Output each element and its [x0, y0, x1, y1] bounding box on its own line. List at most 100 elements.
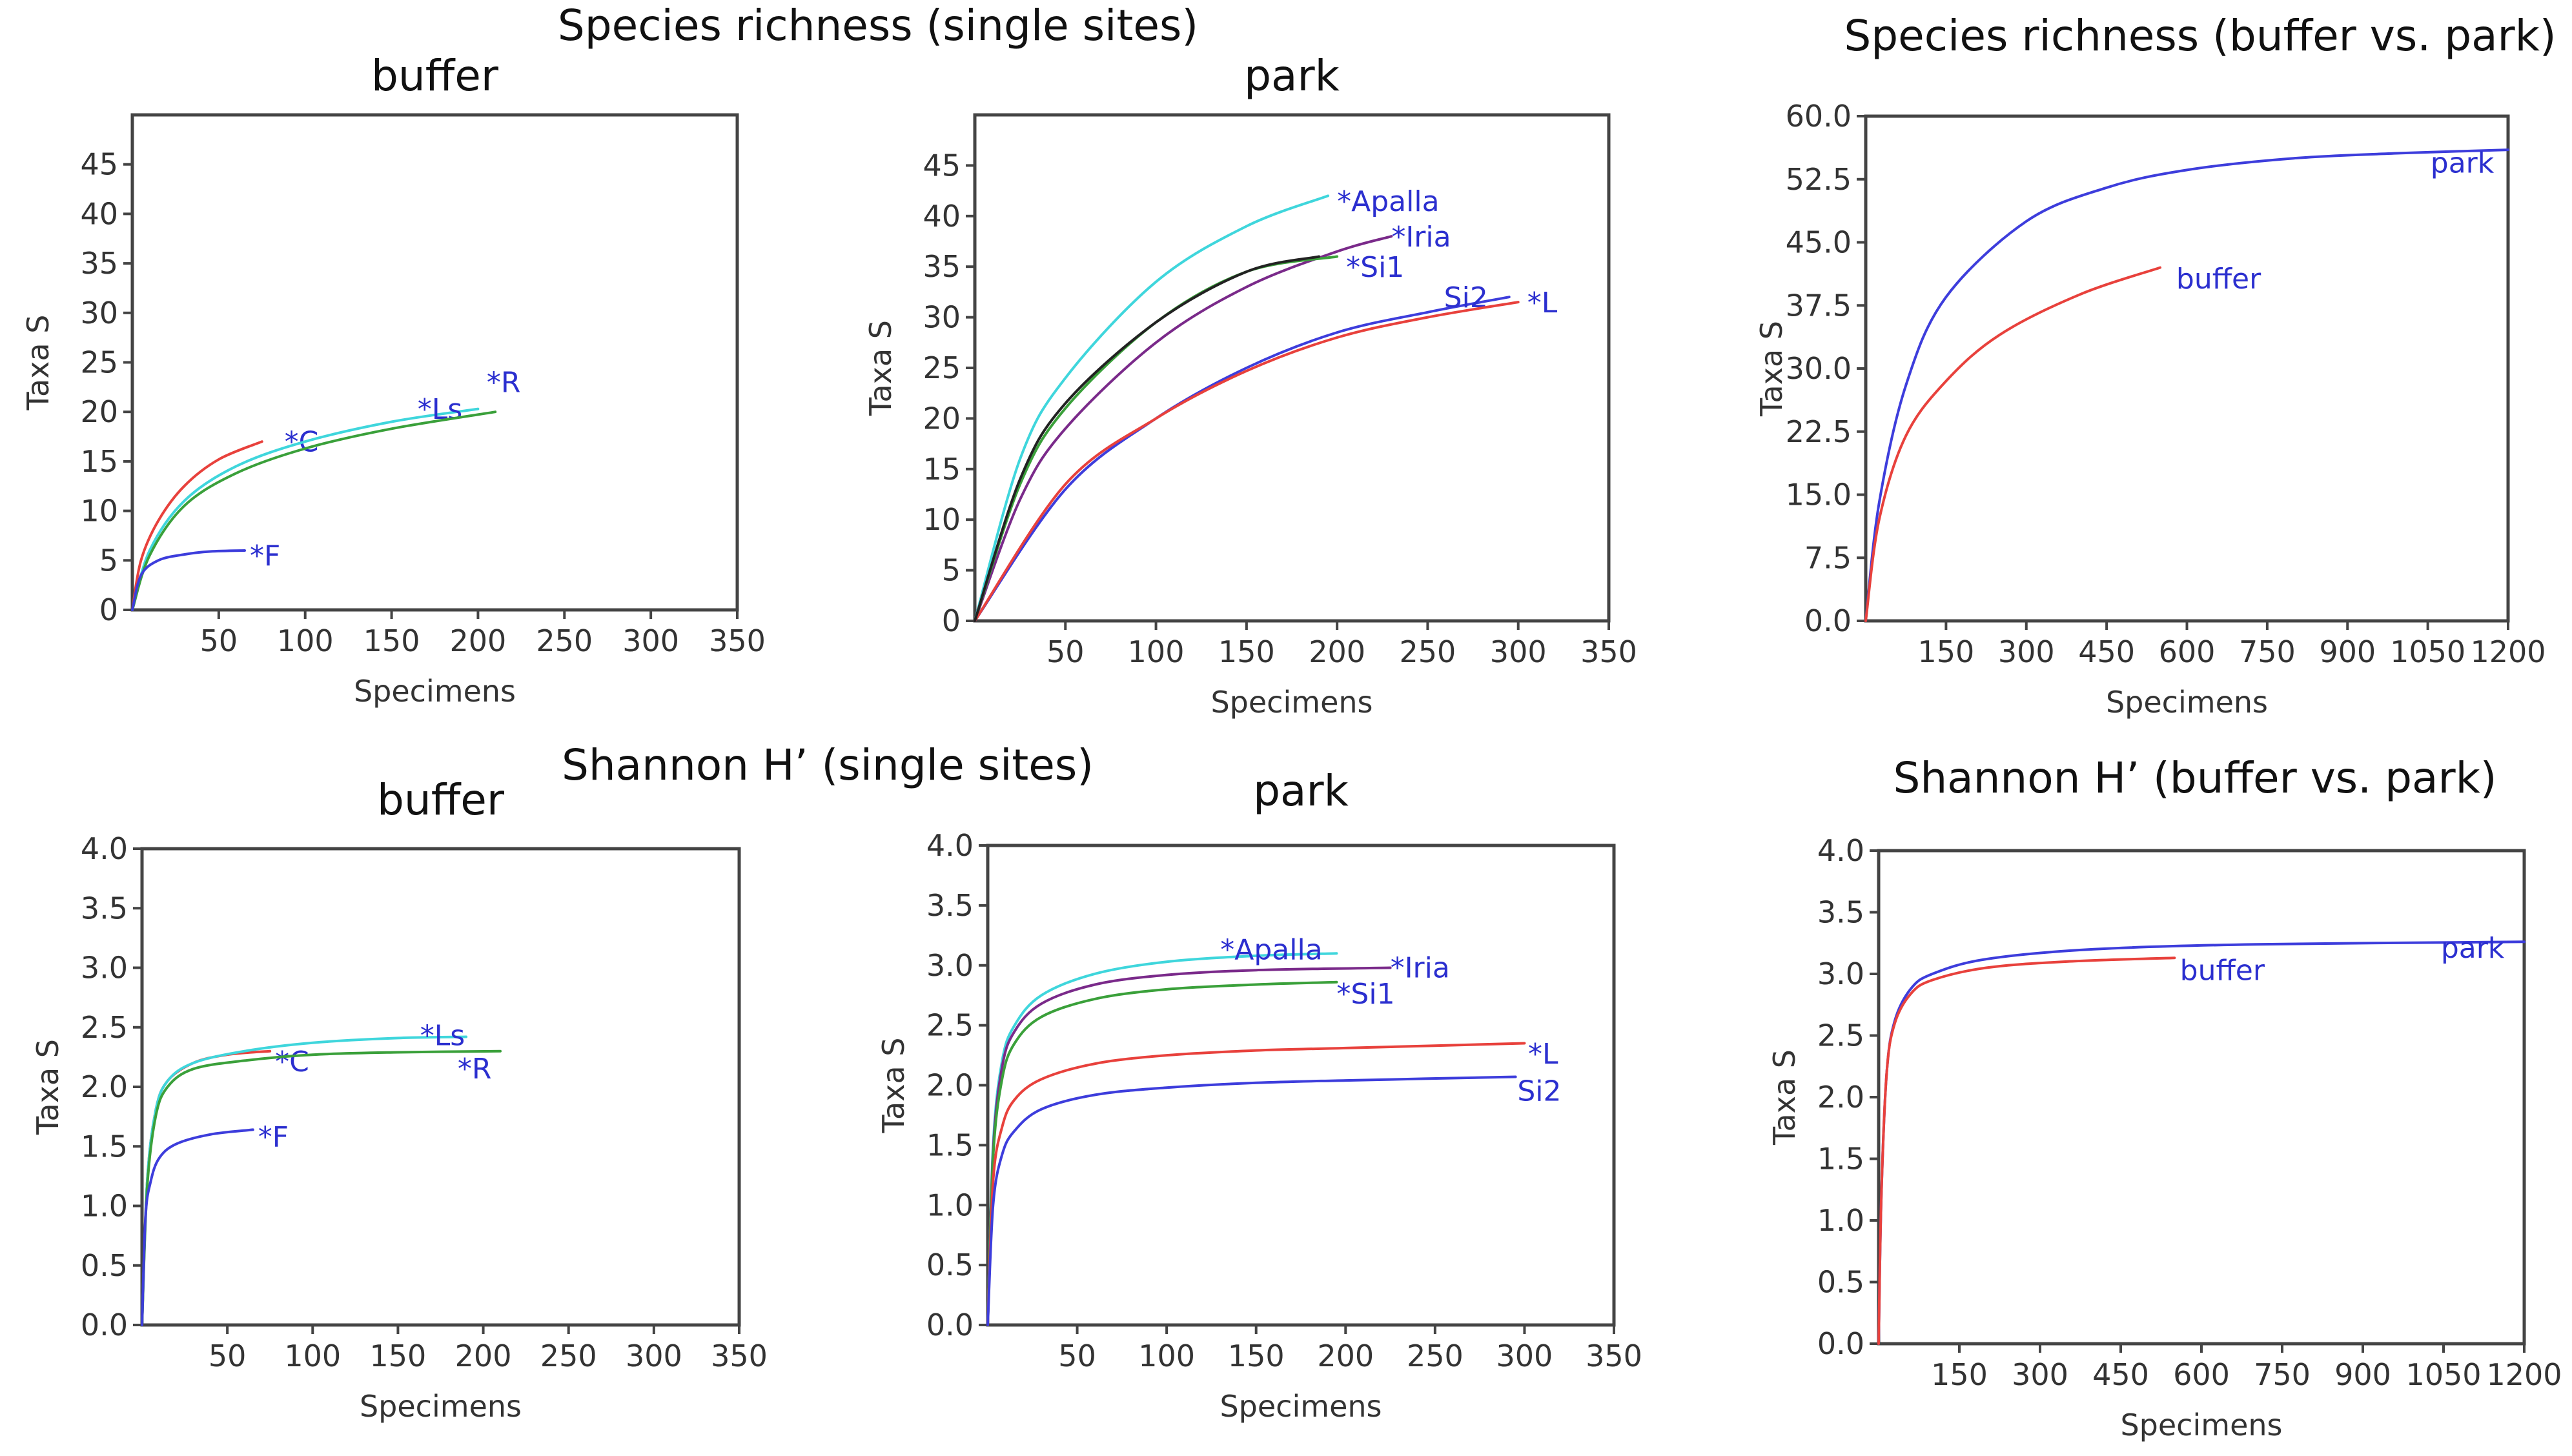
- chart-shannon-park: park 0.0 0.5 1.0 1.5 2.0 2.5 3.0 3.5 4.0 50 100 150 2…: [876, 766, 1642, 1424]
- y-axis-label: Taxa S: [1767, 1049, 1802, 1146]
- plot-frame: [130, 113, 739, 612]
- y-tick-label: 0: [942, 603, 961, 638]
- y-axis-label: Taxa S: [30, 1039, 65, 1135]
- y-tick-label: 3.5: [926, 888, 974, 923]
- y-tick-label: 2.5: [1817, 1018, 1864, 1053]
- y-tick-label: 2.0: [926, 1068, 974, 1103]
- x-tick-label: 300: [626, 1339, 682, 1373]
- series-label-park: park: [2441, 932, 2505, 965]
- x-tick-label: 250: [536, 623, 593, 658]
- chart-title: buffer: [371, 51, 499, 101]
- plot-frame: [1864, 114, 2510, 623]
- y-tick-label: 15: [80, 444, 118, 479]
- x-tick-label: 1050: [2405, 1357, 2481, 1392]
- series-label-buffer: buffer: [2180, 955, 2265, 987]
- x-tick-label: 200: [1317, 1339, 1374, 1373]
- y-tick-label: 0.5: [1817, 1265, 1864, 1300]
- series-label-si2: Si2: [1517, 1075, 1561, 1108]
- y-tick-label: 1.0: [926, 1188, 974, 1222]
- series-line-c: [131, 440, 263, 611]
- x-tick-label: 50: [1058, 1339, 1096, 1373]
- section-title-shannon-single: Shannon H’ (single sites): [562, 740, 1094, 790]
- y-tick-label: 3.0: [1817, 956, 1864, 991]
- series-line-f: [131, 549, 246, 611]
- y-tick-label: 0.0: [1804, 603, 1852, 638]
- x-tick-label: 350: [1586, 1339, 1642, 1373]
- y-tick-label: 3.0: [926, 948, 974, 983]
- y-tick-label: 3.5: [81, 891, 128, 925]
- chart-title: park: [1244, 51, 1340, 101]
- y-tick-label: 45: [80, 147, 118, 182]
- y-tick-label: 1.5: [926, 1127, 974, 1162]
- section-title-shannon-compare: Shannon H’ (buffer vs. park): [1893, 753, 2496, 803]
- series-label-apalla: *Apalla: [1337, 185, 1439, 218]
- y-tick-label: 0.5: [81, 1248, 128, 1283]
- y-tick-label: 0.5: [926, 1248, 974, 1282]
- series-label-si1: *Si1: [1336, 978, 1394, 1011]
- y-tick-label: 2.5: [926, 1008, 974, 1043]
- y-tick-label: 30.0: [1786, 351, 1852, 386]
- x-tick-label: 150: [1228, 1339, 1285, 1373]
- x-tick-label: 350: [1580, 634, 1637, 669]
- chart-shannon-compare: 0.0 0.5 1.0 1.5 2.0 2.5 3.0 3.5 4.0 150 300 450 600 7…: [1767, 833, 2562, 1442]
- y-tick-label: 0.0: [1817, 1326, 1864, 1361]
- y-axis-label: Taxa S: [863, 320, 898, 416]
- y-tick-label: 45.0: [1786, 225, 1852, 260]
- x-tick-label: 150: [1917, 634, 1974, 669]
- y-tick-label: 1.0: [81, 1189, 128, 1224]
- x-tick-label: 100: [284, 1339, 341, 1373]
- y-tick-label: 7.5: [1804, 540, 1852, 575]
- y-tick-label: 3.0: [81, 951, 128, 986]
- y-tick-label: 25: [923, 350, 961, 385]
- x-tick-label: 1050: [2390, 634, 2465, 669]
- chart-shannon-buffer: buffer 0.0 0.5 1.0 1.5 2.0 2.5 3.0 3.5 4.0 50 100 15…: [30, 775, 768, 1424]
- series-line-unlabeled-5: [974, 255, 1321, 622]
- series-label-r: *R: [458, 1053, 492, 1086]
- x-tick-label: 50: [1046, 634, 1085, 669]
- y-tick-label: 40: [923, 199, 961, 234]
- x-tick-label: 150: [370, 1339, 427, 1373]
- y-tick-label: 0.0: [926, 1308, 974, 1342]
- series-line-r: [131, 410, 497, 611]
- x-tick-label: 150: [1931, 1357, 1988, 1392]
- chart-richness-compare: 0.0 7.5 15.0 22.5 30.0 37.5 45.0 52.5 60.0 150 300…: [1754, 99, 2546, 720]
- x-tick-label: 900: [2334, 1357, 2391, 1392]
- x-tick-label: 250: [1400, 634, 1456, 669]
- x-tick-label: 750: [2239, 634, 2296, 669]
- y-tick-label: 35: [923, 249, 961, 284]
- x-tick-label: 300: [622, 623, 679, 658]
- x-tick-label: 1200: [2470, 634, 2546, 669]
- chart-richness-buffer: buffer 0 5 10 15 20 25 30 35 40 45 50 100 150 200 250 30…: [21, 51, 766, 709]
- section-title-richness-compare: Species richness (buffer vs. park): [1844, 11, 2556, 61]
- series-label-iria: *Iria: [1391, 221, 1451, 254]
- x-tick-label: 200: [1309, 634, 1365, 669]
- y-tick-label: 2.0: [1817, 1080, 1864, 1115]
- y-tick-label: 25: [80, 345, 118, 380]
- x-tick-label: 450: [2078, 634, 2135, 669]
- x-tick-label: 300: [1496, 1339, 1553, 1373]
- x-tick-label: 100: [1138, 1339, 1195, 1373]
- y-axis-label: Taxa S: [21, 315, 56, 411]
- chart-title: buffer: [377, 775, 505, 825]
- series-line-f: [141, 1128, 254, 1326]
- x-tick-label: 300: [2012, 1357, 2068, 1392]
- x-tick-label: 50: [209, 1339, 247, 1373]
- plot-frame: [1877, 849, 2526, 1346]
- y-tick-label: 4.0: [926, 828, 974, 863]
- x-tick-label: 350: [711, 1339, 768, 1373]
- y-tick-label: 22.5: [1786, 414, 1852, 449]
- series-line-l: [986, 1042, 1526, 1326]
- x-tick-label: 600: [2173, 1357, 2230, 1392]
- series-label-ls: *Ls: [420, 1019, 465, 1052]
- plot-frame: [986, 844, 1616, 1327]
- series-label-l: *L: [1527, 287, 1558, 319]
- series-line-buffer: [1864, 266, 2161, 622]
- y-tick-label: 20: [80, 394, 118, 429]
- x-tick-label: 1200: [2486, 1357, 2562, 1392]
- series-line-si1: [986, 980, 1338, 1326]
- y-tick-label: 0.0: [81, 1308, 128, 1342]
- x-tick-label: 450: [2092, 1357, 2149, 1392]
- series-line-buffer: [1877, 956, 2176, 1345]
- x-tick-label: 300: [1998, 634, 2055, 669]
